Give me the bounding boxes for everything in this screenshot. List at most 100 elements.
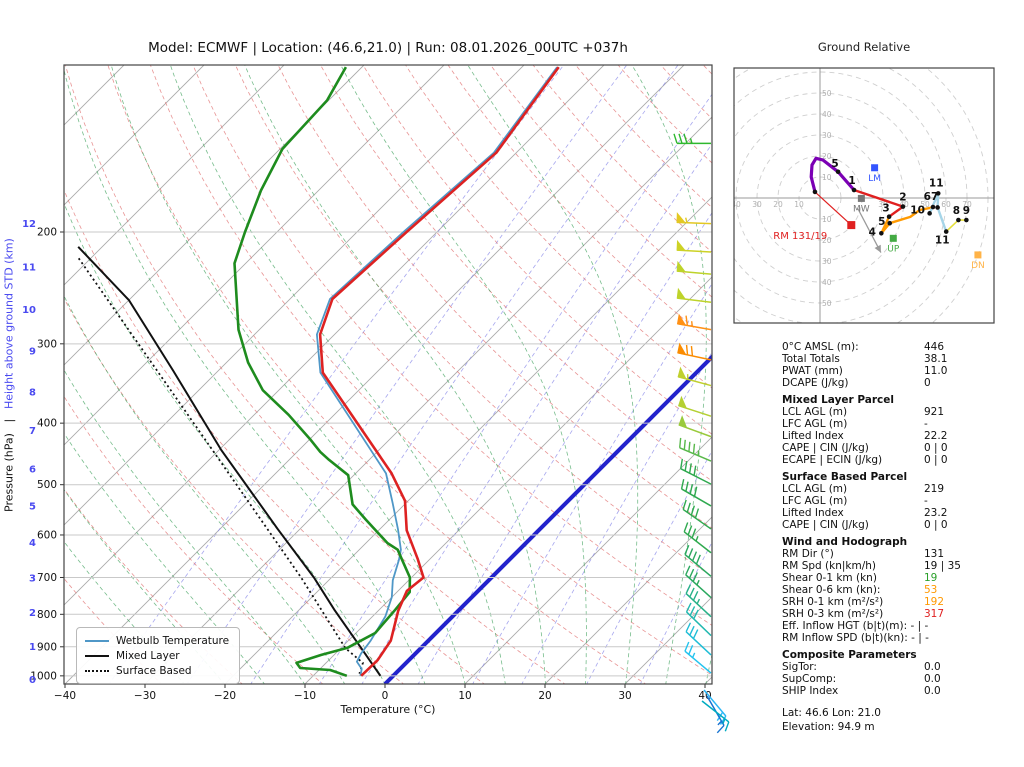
stat-value: 192 [924,596,945,608]
wind-barb [684,544,712,577]
stat-value: 0 [924,377,931,389]
svg-text:10: 10 [822,173,832,182]
svg-text:600: 600 [37,529,57,541]
wind-barb [684,641,712,674]
svg-text:−40: −40 [54,690,76,702]
svg-text:12: 12 [22,219,36,230]
stat-row: Shear 0-1 km (kn) 19 [782,572,1020,584]
svg-text:11: 11 [929,177,944,189]
stat-row: SigTor: 0.0 [782,661,1020,673]
svg-text:10: 10 [458,690,471,702]
stat-value: 921 [924,406,945,418]
x-axis-title: Temperature (°C) [340,703,436,716]
hodograph-title: Ground Relative [817,40,911,54]
stat-value: 446 [924,341,945,353]
footer: Lat: 46.6 Lon: 21.0 Elevation: 94.9 m [782,706,881,734]
legend-label: Wetbulb Temperature [116,634,230,647]
wind-barb [673,133,711,145]
stat-value: 0 | 0 [924,442,948,454]
svg-text:40: 40 [822,278,832,287]
legend-line-swatch [85,654,109,657]
wind-barb-column [673,133,730,734]
stat-value: - [924,418,928,430]
svg-text:10: 10 [822,215,832,224]
stat-row: LCL AGL (m) 921 [782,406,1020,418]
svg-text:40: 40 [822,110,832,119]
svg-text:1000: 1000 [30,670,57,682]
stat-row: LCL AGL (m) 219 [782,483,1020,495]
svg-text:−10: −10 [294,690,316,702]
stat-row: Lifted Index 23.2 [782,507,1020,519]
legend-label: Surface Based [116,664,192,677]
svg-text:30: 30 [822,131,832,140]
stat-label: 0°C AMSL (m): [782,341,859,353]
stat-value: 22.2 [924,430,948,442]
stat-label: LFC AGL (m) [782,495,848,507]
svg-text:11: 11 [935,235,950,247]
rm-storm-motion-label: RM 131/19 [773,231,827,242]
hodo-marker-label: UP [887,244,900,254]
stat-label: SRH 0-1 km (m²/s²) [782,596,884,608]
height-axis-label: Height above ground STD (km) [2,237,16,409]
svg-text:10: 10 [22,305,36,316]
stat-label: RM Dir (°) [782,548,834,560]
stat-value: 53 [924,584,938,596]
wind-barb [680,479,712,507]
stat-row: Total Totals 38.1 [782,353,1020,365]
svg-text:50: 50 [822,299,832,308]
stat-value: 317 [924,608,945,620]
svg-text:700: 700 [37,572,57,584]
wind-barb [703,689,727,725]
svg-text:5: 5 [831,158,838,170]
stat-value: 0 | 0 [924,519,948,531]
stat-label: Shear 0-6 km (kn): [782,584,881,596]
stat-label: DCAPE (J/kg) [782,377,849,389]
svg-text:−30: −30 [134,690,156,702]
wind-barb [676,287,712,303]
stats-section-header: Wind and Hodograph [782,536,908,548]
svg-text:20: 20 [538,690,551,702]
svg-text:4: 4 [29,538,36,549]
stat-label: CAPE | CIN (J/kg) [782,519,869,531]
svg-text:30: 30 [878,200,888,209]
svg-text:1: 1 [848,175,855,187]
stat-label: Lifted Index [782,507,844,519]
stat-value: 0.0 [924,685,941,697]
svg-text:4: 4 [869,226,876,238]
svg-text:900: 900 [37,641,57,653]
stats-section-header: Surface Based Parcel [782,471,908,483]
stat-row: LFC AGL (m) - [782,495,1020,507]
stat-label: RM Spd (kn|km/h) [782,560,876,572]
skewt-axes: 2003004005006007008009001000012345678910… [22,64,713,702]
stat-row: SHIP Index 0.0 [782,685,1020,697]
wind-barb [683,522,712,554]
y-axis-title: Pressure (hPa) | Height above ground STD… [2,237,16,513]
svg-text:2: 2 [899,192,906,204]
stat-value: 38.1 [924,353,948,365]
svg-text:2: 2 [29,608,36,619]
legend-line-swatch [85,669,109,672]
svg-text:60: 60 [941,200,951,209]
wind-barb [676,212,712,225]
svg-text:500: 500 [37,479,57,491]
svg-text:5: 5 [29,501,36,512]
legend-line-swatch [85,639,109,642]
wind-barb [685,622,712,656]
svg-text:−20: −20 [214,690,236,702]
svg-text:5: 5 [878,216,885,228]
stat-row: SRH 0-3 km (m²/s²) 317 [782,608,1020,620]
svg-text:50: 50 [822,89,832,98]
footer-elevation: Elevation: 94.9 m [782,721,875,733]
stat-value: - [924,495,928,507]
svg-text:0: 0 [382,690,389,702]
stats-section-header: Composite Parameters [782,649,917,661]
stat-label: SHIP Index [782,685,839,697]
svg-text:20: 20 [773,200,783,209]
legend-item: Surface Based [85,663,229,678]
wind-barb [685,584,712,618]
wind-barb [677,366,712,387]
svg-text:3: 3 [882,203,889,215]
page-title: Model: ECMWF | Location: (46.6,21.0) | R… [148,40,628,56]
stats-panel: 0°C AMSL (m): 446 Total Totals 38.1 PWAT (mm… [782,341,1020,697]
